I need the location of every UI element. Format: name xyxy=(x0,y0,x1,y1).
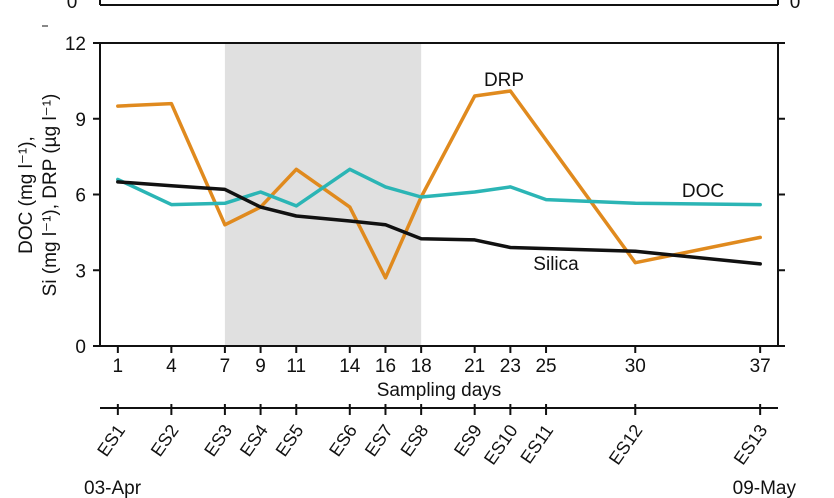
y-axis-title-line2: Si (mg l⁻¹), DRP (µg l⁻¹) xyxy=(40,94,61,297)
y-tick-label: 9 xyxy=(75,110,86,131)
station-label-es12: ES12 xyxy=(605,421,647,469)
station-label-es11: ES11 xyxy=(516,421,557,467)
x-tick-label: 9 xyxy=(255,356,266,377)
x-tick-label: 11 xyxy=(286,356,306,377)
station-label-es5: ES5 xyxy=(272,421,308,460)
series-label-drp: DRP xyxy=(484,70,524,91)
station-label-es2: ES2 xyxy=(147,421,183,460)
series-label-doc: DOC xyxy=(682,181,724,202)
x-tick-label: 4 xyxy=(166,356,177,377)
station-label-es8: ES8 xyxy=(397,421,433,460)
series-label-silica: Silica xyxy=(533,254,579,275)
x-tick-label: 14 xyxy=(339,356,361,377)
station-label-es10: ES10 xyxy=(480,421,522,469)
y-tick-label: 12 xyxy=(65,34,86,55)
start-date-label: 03-Apr xyxy=(84,478,142,498)
series-line-silica xyxy=(116,180,762,266)
top-panel-fragment: 0 0 xyxy=(42,0,801,27)
x-tick-label: 7 xyxy=(220,356,231,377)
series-lines xyxy=(116,89,762,280)
x-tick-label: 23 xyxy=(500,356,521,377)
y-tick-label: 6 xyxy=(75,186,86,207)
x-axis-ticks: 1 4 7 9 11 14 16 18 21 23 25 30 37 xyxy=(113,346,771,377)
x-axis-title: Sampling days xyxy=(377,380,502,401)
x-tick-label: 18 xyxy=(411,356,432,377)
end-date-label: 09-May xyxy=(733,478,797,498)
y-tick-label: 3 xyxy=(75,261,86,282)
station-label-es6: ES6 xyxy=(325,421,361,460)
series-line-doc xyxy=(116,167,762,208)
x-tick-label: 16 xyxy=(375,356,396,377)
station-label-es3: ES3 xyxy=(200,421,236,460)
x-tick-label: 21 xyxy=(464,356,485,377)
x-tick-label: 1 xyxy=(113,356,124,377)
station-label-es1: ES1 xyxy=(93,421,129,460)
x-tick-label: 25 xyxy=(535,356,556,377)
series-line-drp xyxy=(116,89,762,280)
x-tick-label: 37 xyxy=(750,356,771,377)
top-panel-right-tick: 0 xyxy=(790,0,801,13)
y-axis-ticks: 0 3 6 9 12 xyxy=(65,34,785,358)
station-label-es4: ES4 xyxy=(236,421,272,460)
station-label-es9: ES9 xyxy=(450,421,486,460)
top-panel-left-tick: 0 xyxy=(67,0,78,13)
station-label-es7: ES7 xyxy=(361,421,397,460)
y-axis-title-line1: DOC (mg l⁻¹), xyxy=(16,136,37,254)
y-tick-label: 0 xyxy=(75,337,86,358)
station-label-es13: ES13 xyxy=(730,421,772,469)
x-tick-label: 30 xyxy=(625,356,646,377)
